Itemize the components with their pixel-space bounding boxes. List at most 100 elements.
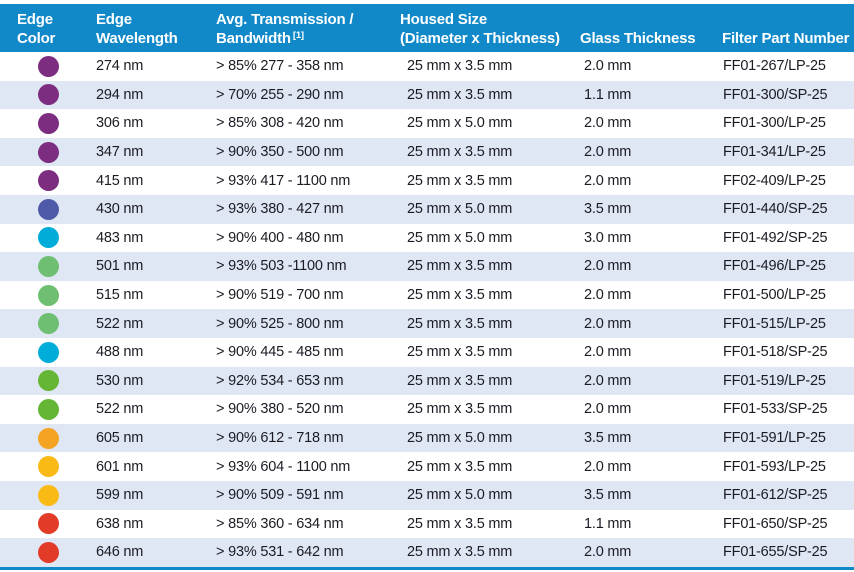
edge-wavelength-cell: 483 nm bbox=[96, 229, 144, 246]
table-header-row: Edge Color Edge Wavelength Avg. Transmission… bbox=[0, 4, 854, 52]
filter-part-number-cell: FF01-650/SP-25 bbox=[723, 515, 828, 532]
transmission-bandwidth-cell: > 93% 604 - 1100 nm bbox=[216, 458, 351, 475]
glass-thickness-cell: 2.0 mm bbox=[584, 58, 632, 75]
housed-size-cell: 25 mm x 3.5 mm bbox=[407, 315, 513, 332]
transmission-bandwidth-cell: > 85% 360 - 634 nm bbox=[216, 515, 344, 532]
table-row: 530 nm > 92% 534 - 653 nm 25 mm x 3.5 mm 2.… bbox=[0, 366, 854, 396]
transmission-bandwidth-cell: > 85% 308 - 420 nm bbox=[216, 115, 344, 132]
edge-color-cell bbox=[0, 112, 80, 134]
glass-thickness-cell: 2.0 mm bbox=[584, 458, 632, 475]
glass-thickness-cell: 3.5 mm bbox=[584, 201, 632, 218]
edge-color-cell bbox=[0, 370, 80, 392]
filter-part-number-cell: FF01-300/LP-25 bbox=[723, 115, 826, 132]
edge-color-cell bbox=[0, 484, 80, 506]
table-row: 430 nm > 93% 380 - 427 nm 25 mm x 5.0 mm 3.… bbox=[0, 194, 854, 224]
filter-part-number-cell: FF01-500/LP-25 bbox=[723, 287, 826, 304]
footnote-marker: [1] bbox=[292, 30, 304, 41]
filter-part-number-cell: FF01-533/SP-25 bbox=[723, 401, 828, 418]
filter-part-number-cell: FF01-612/SP-25 bbox=[723, 487, 828, 504]
edge-color-cell bbox=[0, 398, 80, 420]
purple-edge-color-dot-icon bbox=[38, 141, 59, 163]
housed-size-cell: 25 mm x 5.0 mm bbox=[407, 201, 513, 218]
housed-size-cell: 25 mm x 3.5 mm bbox=[407, 144, 513, 161]
housed-size-cell: 25 mm x 3.5 mm bbox=[407, 458, 513, 475]
edge-color-cell bbox=[0, 141, 80, 163]
edge-color-cell bbox=[0, 227, 80, 249]
housed-size-cell: 25 mm x 3.5 mm bbox=[407, 172, 513, 189]
glass-thickness-cell: 2.0 mm bbox=[584, 172, 632, 189]
column-header-housed-size: Housed Size (Diameter x Thickness) bbox=[385, 4, 565, 52]
column-header-line1 bbox=[722, 10, 854, 29]
edge-wavelength-cell: 599 nm bbox=[96, 487, 144, 504]
column-header-edge-wavelength: Edge Wavelength bbox=[80, 4, 200, 52]
column-header-line2: Filter Part Number bbox=[722, 30, 850, 47]
edge-wavelength-cell: 415 nm bbox=[96, 172, 144, 189]
glass-thickness-cell: 2.0 mm bbox=[584, 344, 632, 361]
glass-thickness-cell: 1.1 mm bbox=[584, 515, 632, 532]
housed-size-cell: 25 mm x 3.5 mm bbox=[407, 515, 513, 532]
edge-color-cell bbox=[0, 341, 80, 363]
filter-part-number-cell: FF01-440/SP-25 bbox=[723, 201, 828, 218]
green-edge-color-dot-icon bbox=[38, 370, 59, 392]
filter-part-number-cell: FF01-496/LP-25 bbox=[723, 258, 826, 275]
edge-wavelength-cell: 306 nm bbox=[96, 115, 144, 132]
filter-part-number-cell: FF01-593/LP-25 bbox=[723, 458, 826, 475]
transmission-bandwidth-cell: > 90% 525 - 800 nm bbox=[216, 315, 344, 332]
edge-wavelength-cell: 347 nm bbox=[96, 144, 144, 161]
column-header-line2: Glass Thickness bbox=[580, 30, 696, 47]
table-row: 347 nm > 90% 350 - 500 nm 25 mm x 3.5 mm 2.… bbox=[0, 137, 854, 167]
transmission-bandwidth-cell: > 90% 612 - 718 nm bbox=[216, 430, 344, 447]
soft-green-edge-color-dot-icon bbox=[38, 255, 59, 277]
column-header-line2: Bandwidth [1] bbox=[216, 30, 304, 47]
filter-part-number-cell: FF01-591/LP-25 bbox=[723, 430, 826, 447]
housed-size-cell: 25 mm x 5.0 mm bbox=[407, 229, 513, 246]
edge-wavelength-cell: 646 nm bbox=[96, 544, 144, 561]
edge-wavelength-cell: 638 nm bbox=[96, 515, 144, 532]
table-row: 515 nm > 90% 519 - 700 nm 25 mm x 3.5 mm 2.… bbox=[0, 280, 854, 310]
transmission-bandwidth-cell: > 90% 445 - 485 nm bbox=[216, 344, 344, 361]
purple-edge-color-dot-icon bbox=[38, 170, 59, 192]
transmission-bandwidth-cell: > 93% 380 - 427 nm bbox=[216, 201, 344, 218]
indigo-edge-color-dot-icon bbox=[38, 198, 59, 220]
red-edge-color-dot-icon bbox=[38, 513, 59, 535]
edge-wavelength-cell: 501 nm bbox=[96, 258, 144, 275]
glass-thickness-cell: 3.0 mm bbox=[584, 229, 632, 246]
transmission-bandwidth-cell: > 93% 503 -1100 nm bbox=[216, 258, 347, 275]
filter-part-number-cell: FF01-519/LP-25 bbox=[723, 372, 826, 389]
edge-color-cell bbox=[0, 55, 80, 77]
edge-wavelength-cell: 488 nm bbox=[96, 344, 144, 361]
edge-color-cell bbox=[0, 84, 80, 106]
transmission-bandwidth-cell: > 90% 519 - 700 nm bbox=[216, 287, 344, 304]
filter-part-number-cell: FF01-492/SP-25 bbox=[723, 229, 828, 246]
transmission-bandwidth-cell: > 90% 380 - 520 nm bbox=[216, 401, 344, 418]
edge-wavelength-cell: 605 nm bbox=[96, 430, 144, 447]
filter-part-number-cell: FF01-341/LP-25 bbox=[723, 144, 826, 161]
table-row: 294 nm > 70% 255 - 290 nm 25 mm x 3.5 mm 1.… bbox=[0, 80, 854, 110]
edge-wavelength-cell: 522 nm bbox=[96, 401, 144, 418]
housed-size-cell: 25 mm x 3.5 mm bbox=[407, 258, 513, 275]
table-row: 522 nm > 90% 380 - 520 nm 25 mm x 3.5 mm 2.… bbox=[0, 395, 854, 424]
housed-size-cell: 25 mm x 3.5 mm bbox=[407, 86, 513, 103]
transmission-bandwidth-cell: > 90% 509 - 591 nm bbox=[216, 487, 344, 504]
filter-part-number-cell: FF01-300/SP-25 bbox=[723, 86, 828, 103]
edge-wavelength-cell: 530 nm bbox=[96, 372, 144, 389]
filter-part-number-cell: FF01-518/SP-25 bbox=[723, 344, 828, 361]
housed-size-cell: 25 mm x 3.5 mm bbox=[407, 344, 513, 361]
edge-wavelength-cell: 522 nm bbox=[96, 315, 144, 332]
column-header-line1 bbox=[580, 10, 700, 29]
housed-size-cell: 25 mm x 3.5 mm bbox=[407, 401, 513, 418]
edge-wavelength-cell: 430 nm bbox=[96, 201, 144, 218]
transmission-bandwidth-cell: > 90% 350 - 500 nm bbox=[216, 144, 344, 161]
edge-color-cell bbox=[0, 198, 80, 220]
edge-color-cell bbox=[0, 427, 80, 449]
housed-size-cell: 25 mm x 3.5 mm bbox=[407, 372, 513, 389]
glass-thickness-cell: 2.0 mm bbox=[584, 115, 632, 132]
edge-color-cell bbox=[0, 170, 80, 192]
table-row: 415 nm > 93% 417 - 1100 nm 25 mm x 3.5 mm 2… bbox=[0, 166, 854, 195]
cyan-edge-color-dot-icon bbox=[38, 227, 59, 249]
table-row: 501 nm > 93% 503 -1100 nm 25 mm x 3.5 mm 2.… bbox=[0, 252, 854, 281]
column-header-glass-thickness: Glass Thickness bbox=[565, 4, 700, 52]
purple-edge-color-dot-icon bbox=[38, 84, 59, 106]
column-header-line2: Wavelength bbox=[96, 30, 178, 47]
column-header-line1: Housed Size bbox=[400, 11, 487, 28]
